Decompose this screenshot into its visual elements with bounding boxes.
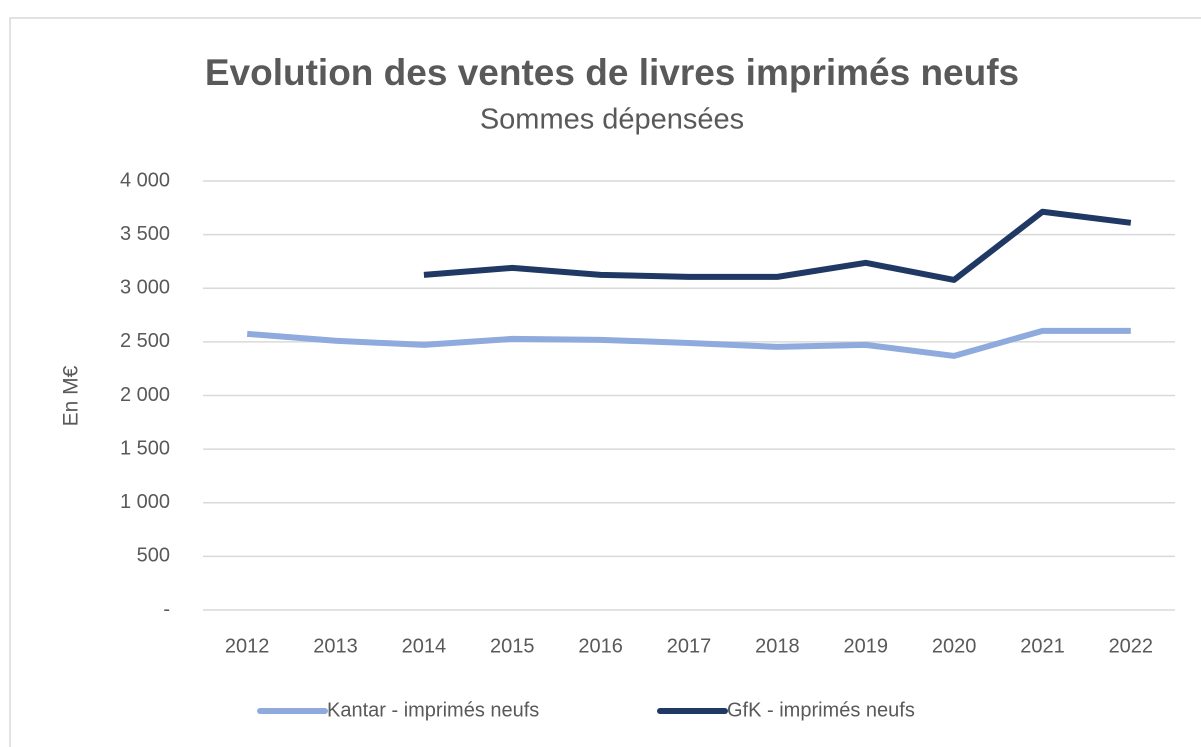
x-tick-label: 2021 xyxy=(1020,635,1065,657)
y-tick-label: 4 000 xyxy=(120,169,170,191)
x-tick-label: 2018 xyxy=(755,635,800,657)
x-tick-label: 2014 xyxy=(402,635,447,657)
legend-label: GfK - imprimés neufs xyxy=(727,699,915,721)
chart-title: Evolution des ventes de livres imprimés … xyxy=(205,52,1019,93)
line-series xyxy=(423,208,1132,283)
legend-label: Kantar - imprimés neufs xyxy=(327,699,539,721)
x-tick-label: 2019 xyxy=(843,635,888,657)
x-tick-label: 2017 xyxy=(667,635,712,657)
x-tick-label: 2016 xyxy=(578,635,623,657)
y-tick-label: 3 000 xyxy=(120,277,170,299)
x-tick-label: 2012 xyxy=(225,635,270,657)
x-tick-label: 2022 xyxy=(1109,635,1154,657)
chart-frame xyxy=(9,17,1201,747)
x-tick-label: 2013 xyxy=(313,635,358,657)
y-tick-label: 2 500 xyxy=(120,330,170,352)
y-tick-label: 2 000 xyxy=(120,384,170,406)
y-tick-label: 1 500 xyxy=(120,437,170,459)
x-tick-label: 2015 xyxy=(490,635,535,657)
y-tick-label: 1 000 xyxy=(120,491,170,513)
line-series xyxy=(246,327,1131,359)
y-tick-label: 3 500 xyxy=(120,223,170,245)
x-tick-label: 2020 xyxy=(932,635,977,657)
y-tick-label: - xyxy=(163,598,170,620)
y-axis-label: En M€ xyxy=(60,365,83,426)
y-tick-label: 500 xyxy=(137,545,170,567)
chart-subtitle: Sommes dépensées xyxy=(480,104,744,136)
